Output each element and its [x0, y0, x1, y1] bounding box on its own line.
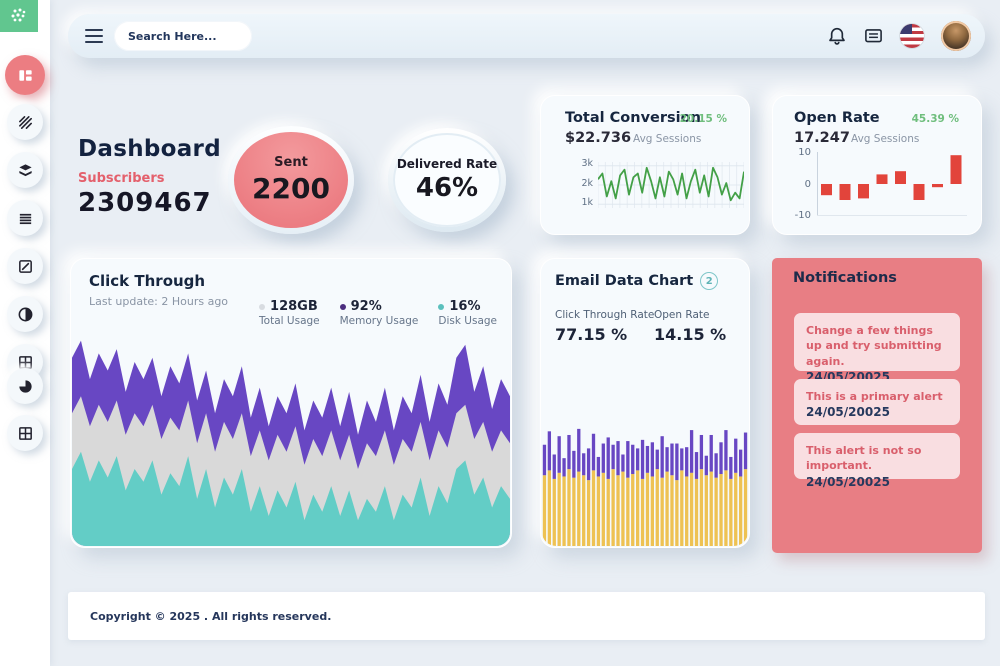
sparkline-y-axis: 3k 2k 1k	[581, 158, 593, 208]
search-box	[114, 21, 252, 51]
click-through-card: Click Through Last update: 2 Hours ago 1…	[70, 258, 512, 548]
click-through-rate-value: 77.15 %	[555, 325, 628, 344]
pie-quarter-icon	[18, 379, 32, 393]
page-title: Dashboard	[78, 136, 221, 162]
copyright-text: Copyright © 2025 . All rights reserved.	[90, 609, 332, 623]
menu-toggle-button[interactable]	[85, 29, 103, 43]
total-conversion-title: Total Conversion	[565, 110, 701, 126]
list-lines-icon	[19, 213, 31, 224]
open-rate-value: 17.247	[794, 130, 850, 146]
delivered-rate-value: 46%	[415, 173, 479, 203]
click-through-rate-label: Click Through Rate	[555, 309, 655, 321]
disk-usage-dot-icon	[438, 303, 445, 310]
sidebar-item-dashboard[interactable]	[5, 55, 45, 95]
sent-value: 2200	[252, 172, 330, 205]
sent-label: Sent	[274, 155, 308, 170]
total-conversion-value: $22.736	[565, 130, 632, 146]
sidebar-item-edit[interactable]	[7, 248, 43, 284]
table-grid-icon	[18, 355, 32, 369]
click-through-area-chart	[72, 332, 510, 546]
sidebar-item-styles[interactable]	[7, 104, 43, 140]
topbar	[68, 14, 985, 58]
legend-disk-usage: 16% Disk Usage	[438, 299, 497, 327]
sidebar	[0, 0, 50, 666]
email-data-chart-card: Email Data Chart 2 Click Through Rate 77…	[540, 258, 750, 548]
footer: Copyright © 2025 . All rights reserved.	[68, 592, 985, 640]
sidebar-item-table-2[interactable]	[7, 415, 43, 451]
notification-alert: Change a few things up and try submittin…	[794, 313, 960, 384]
open-rate-card: Open Rate 45.39 % 17.247 Avg Sessions 10…	[772, 95, 982, 235]
sidebar-item-pie-chart[interactable]	[7, 296, 43, 332]
edit-pencil-icon	[18, 259, 32, 273]
notification-alert: This alert is not so important. 24/05/20…	[794, 433, 960, 489]
total-conversion-card: Total Conversion 20.15 % $22.736 Avg Ses…	[540, 95, 750, 235]
language-flag-us[interactable]	[900, 24, 924, 48]
notifications-title: Notifications	[793, 270, 897, 286]
app-logo[interactable]	[0, 0, 38, 32]
sent-kpi-circle: Sent 2200	[228, 126, 354, 234]
open-rate-bar-chart	[817, 152, 967, 216]
dashboard-icon	[18, 69, 32, 81]
area-chart-svg	[72, 340, 510, 546]
delivered-rate-kpi-circle: Delivered Rate 46%	[388, 128, 506, 232]
dots-grid-logo-icon	[11, 8, 26, 22]
stacked-bar-chart-svg	[542, 428, 748, 546]
total-usage-dot-icon	[259, 303, 266, 310]
total-conversion-delta: 20.15 %	[679, 113, 727, 125]
open-rate-delta: 45.39 %	[911, 113, 959, 125]
subscribers-label: Subscribers	[78, 171, 165, 186]
sparkline-chart-svg	[597, 162, 745, 208]
waterfall-y-axis: 10 0 -10	[794, 147, 811, 221]
bell-icon[interactable]	[827, 27, 847, 46]
open-rate-title: Open Rate	[794, 110, 880, 126]
total-conversion-sparkline	[597, 162, 745, 208]
open-rate-value-label: Avg Sessions	[851, 133, 920, 145]
sidebar-item-layers[interactable]	[7, 152, 43, 188]
legend-memory-usage: 92% Memory Usage	[339, 299, 419, 327]
hatch-brush-icon	[18, 115, 32, 129]
email-data-chart-badge: 2	[700, 272, 719, 290]
pie-half-icon	[18, 307, 32, 321]
sidebar-item-list[interactable]	[7, 200, 43, 236]
open-rate-stat-label: Open Rate	[654, 309, 710, 321]
click-through-subtitle: Last update: 2 Hours ago	[89, 295, 229, 308]
message-icon[interactable]	[864, 28, 883, 45]
total-conversion-value-label: Avg Sessions	[633, 133, 702, 145]
user-avatar[interactable]	[941, 21, 971, 51]
legend-total-usage: 128GB Total Usage	[259, 299, 320, 327]
notification-alert: This is a primary alert 24/05/20025	[794, 379, 960, 425]
email-data-chart-title: Email Data Chart	[555, 273, 694, 289]
email-data-bar-chart	[542, 424, 748, 546]
layers-icon	[18, 163, 32, 176]
subscribers-value: 2309467	[78, 188, 212, 218]
delivered-rate-label: Delivered Rate	[396, 157, 498, 171]
sidebar-item-pie-chart-2[interactable]	[7, 368, 43, 404]
open-rate-stat-value: 14.15 %	[654, 325, 727, 344]
table-grid-icon-2	[18, 426, 32, 440]
search-input[interactable]	[128, 29, 238, 43]
waterfall-chart-svg	[817, 152, 967, 216]
notifications-card: Notifications Change a few things up and…	[772, 258, 982, 553]
click-through-title: Click Through	[89, 272, 206, 290]
click-through-legend: 128GB Total Usage 92% Memory Usage 16% D…	[259, 299, 497, 327]
memory-usage-dot-icon	[339, 303, 346, 310]
